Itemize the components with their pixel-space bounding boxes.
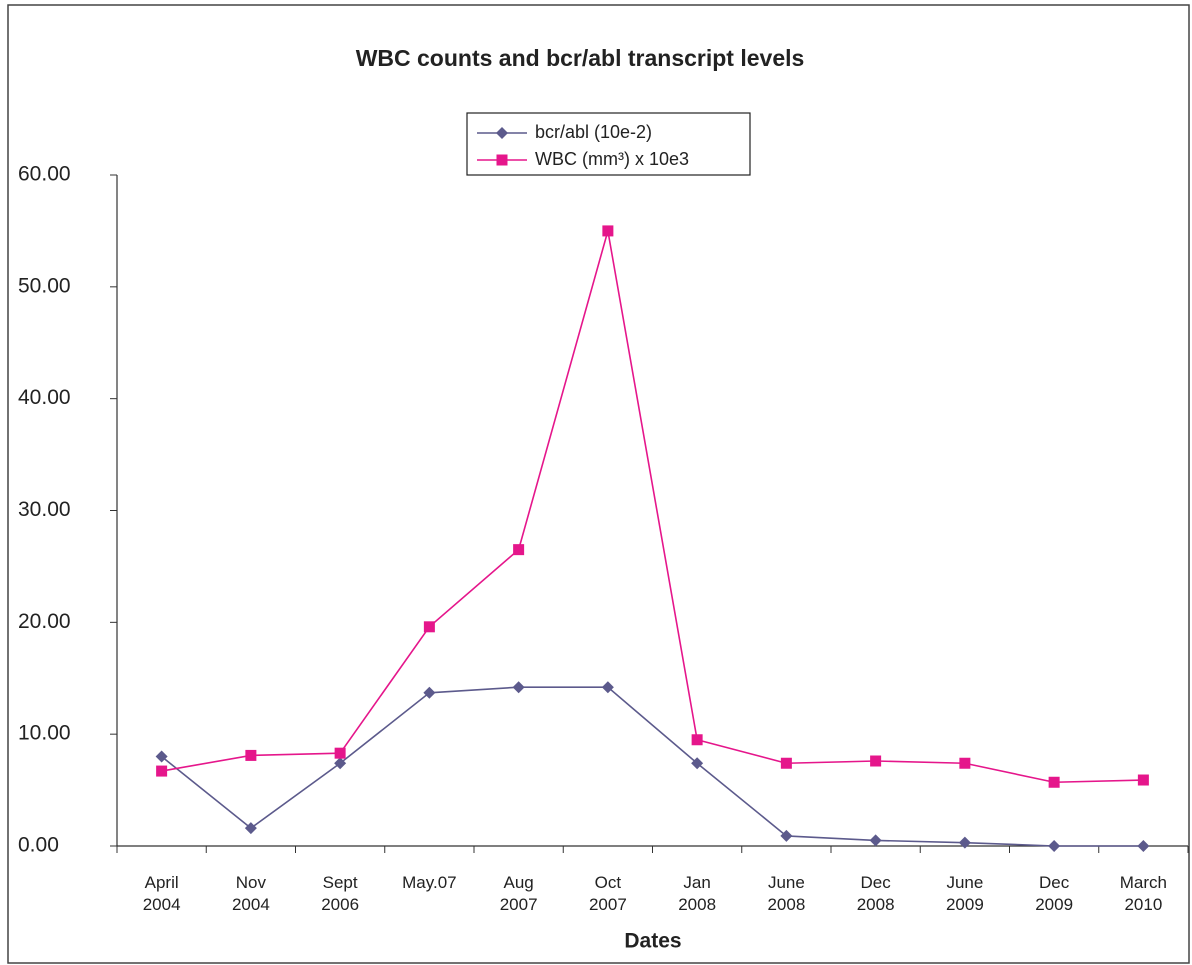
x-tick-label: Aug 2007 — [500, 873, 538, 914]
data-point — [512, 681, 525, 694]
data-point — [1137, 840, 1150, 852]
data-point — [870, 755, 882, 767]
x-tick-label: June 2009 — [946, 873, 984, 914]
legend-box — [466, 112, 751, 176]
data-point — [869, 834, 882, 847]
data-point — [155, 750, 168, 763]
data-point — [334, 747, 346, 759]
legend-label: bcr/abl (10e-2) — [535, 122, 652, 142]
y-tick-label: 50.00 — [18, 274, 71, 297]
series-line — [161, 230, 1144, 784]
legend-marker — [496, 127, 508, 139]
legend-marker — [496, 154, 508, 166]
x-tick-label: April 2004 — [143, 873, 181, 914]
legend-label: WBC (mm³) x 10e3 — [535, 149, 689, 169]
x-axis-label: Dates — [624, 930, 681, 953]
data-point — [334, 757, 347, 770]
x-tick-label: March 2010 — [1120, 873, 1167, 914]
data-point — [1048, 840, 1061, 852]
data-point — [423, 686, 436, 699]
y-tick-label: 30.00 — [18, 498, 71, 521]
x-tick-label: June 2008 — [767, 873, 805, 914]
x-tick-label: Dec 2008 — [857, 873, 895, 914]
x-tick-label: Dec 2009 — [1035, 873, 1073, 914]
data-point — [156, 765, 168, 777]
data-point — [691, 757, 704, 770]
x-tick-label: Oct 2007 — [589, 873, 627, 914]
data-point — [958, 836, 971, 849]
data-point — [780, 829, 793, 842]
chart-title: WBC counts and bcr/abl transcript levels — [356, 45, 805, 71]
y-tick-label: 10.00 — [18, 722, 71, 745]
data-point — [513, 544, 525, 556]
series-line — [161, 686, 1144, 847]
y-tick-label: 20.00 — [18, 610, 71, 633]
x-tick-label: Jan 2008 — [678, 873, 716, 914]
data-point — [780, 757, 792, 769]
data-point — [244, 822, 257, 835]
y-tick-label: 40.00 — [18, 386, 71, 409]
x-tick-label: Nov 2004 — [232, 873, 270, 914]
x-tick-label: Sept 2006 — [321, 873, 359, 914]
data-point — [423, 621, 435, 633]
data-point — [601, 681, 614, 694]
x-tick-label: May.07 — [402, 873, 457, 892]
data-point — [959, 757, 971, 769]
data-point — [602, 225, 614, 237]
data-point — [691, 734, 703, 746]
data-point — [1048, 776, 1060, 788]
y-tick-label: 60.00 — [18, 163, 71, 186]
data-point — [1137, 774, 1149, 786]
y-tick-label: 0.00 — [18, 834, 59, 857]
data-point — [245, 749, 257, 761]
